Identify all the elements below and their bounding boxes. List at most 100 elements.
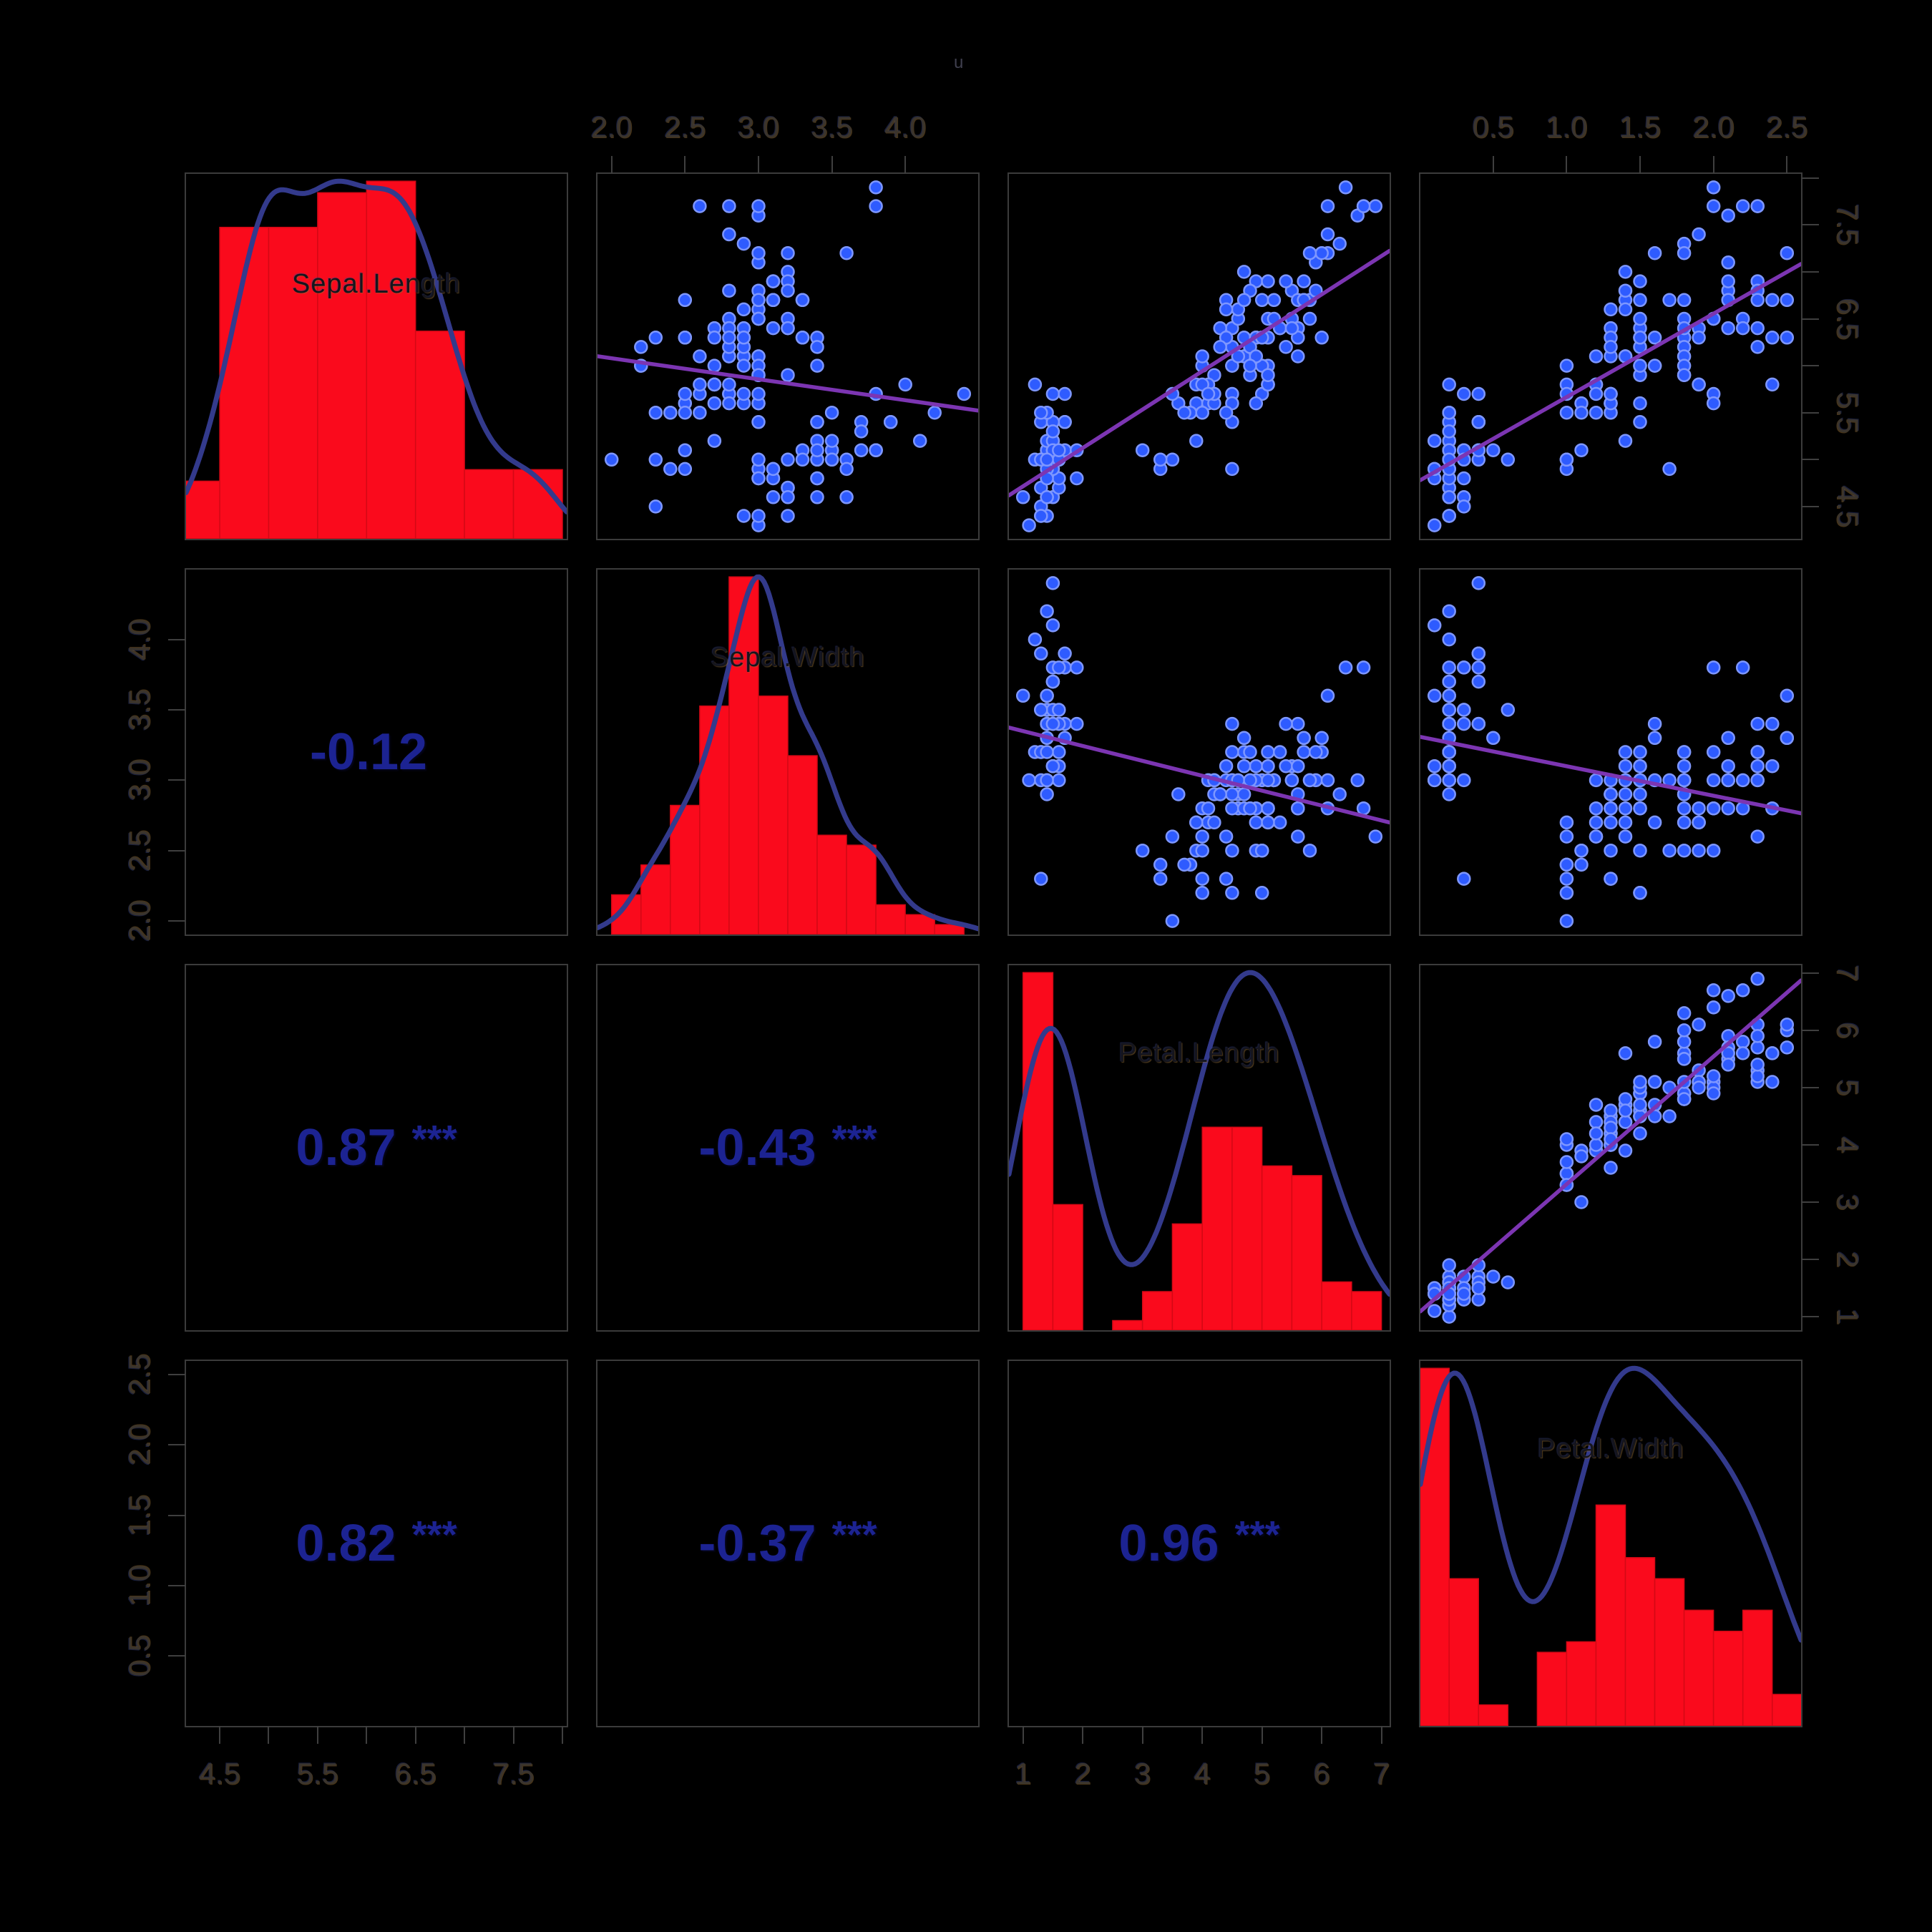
data-point [1765,1075,1780,1089]
axis-tick [1141,1726,1143,1744]
histogram-bar [414,331,465,539]
data-point [1195,829,1209,844]
data-point [1677,245,1692,260]
data-point [663,462,678,477]
data-point [722,331,736,345]
data-point [854,424,869,439]
data-point [1750,340,1765,354]
data-point [1442,1309,1456,1324]
data-point [1589,829,1604,844]
data-point [1589,386,1604,401]
histogram-bar [317,192,368,539]
histogram-bar [699,705,730,935]
data-point [1236,758,1252,774]
data-point [1040,490,1054,504]
data-point [1291,801,1305,816]
data-point [1058,386,1072,401]
data-point [1706,660,1721,675]
data-point [1706,180,1721,195]
axis-tick [464,1726,466,1744]
data-point [1314,245,1329,260]
data-point [1045,758,1060,774]
data-point [1225,843,1239,858]
panel-scatter-petal-length-vs-petal-width [1419,964,1802,1332]
data-point [751,311,766,326]
data-point [751,245,766,260]
data-point [1442,632,1456,647]
data-point [1765,377,1780,392]
data-point [1618,265,1633,279]
histogram-bar [846,844,877,935]
data-point [1291,829,1305,844]
axis-tick-label: 4 [1831,1136,1865,1153]
data-point [1735,1035,1750,1049]
data-point [1284,321,1299,336]
data-point [1309,745,1323,759]
data-point [1662,462,1677,477]
axis-tick [316,1726,318,1744]
data-point [766,293,781,308]
data-point [1604,1121,1618,1135]
histogram-bar [816,834,847,935]
data-point [1721,773,1735,788]
data-point [1314,731,1329,746]
data-point [1219,872,1234,886]
data-point [1261,773,1275,788]
axis-tick [168,920,186,922]
data-point [1457,499,1471,514]
axis-tick-label: 5.5 [1831,391,1865,434]
data-point [1633,787,1647,801]
data-point [1780,1040,1795,1055]
data-point [1574,857,1589,872]
data-point [1501,703,1516,717]
axis-tick [1201,1726,1204,1744]
data-point [1457,1287,1471,1301]
axis-tick [1566,156,1568,174]
data-point [1028,377,1043,392]
data-point [1225,716,1239,731]
data-point [810,358,824,373]
data-point [1706,983,1721,997]
data-point [1633,1075,1647,1089]
data-point [1677,1052,1692,1066]
data-point [1604,1103,1618,1118]
data-point [1052,773,1066,788]
data-point [1225,462,1239,477]
data-point [648,499,663,514]
data-point [1201,386,1216,401]
data-point [1225,886,1239,900]
data-point [1219,302,1234,317]
data-point [1559,1132,1574,1146]
data-point [795,331,810,345]
panel-correlation-petal-width-sepal-width: -0.37 *** [596,1360,980,1727]
data-point [1034,509,1048,523]
data-point [1750,199,1765,213]
data-point [1618,1103,1633,1118]
data-point [1332,787,1347,801]
data-point [766,274,781,288]
axis-tick [1801,270,1819,273]
axis-tick [268,1726,270,1744]
data-point [1750,773,1765,788]
data-point [1034,405,1048,420]
panel-correlation-sepal-width-sepal-length: -0.12 [185,568,568,936]
data-point [1213,787,1227,801]
histogram-bar [1772,1694,1801,1726]
data-point [1735,773,1750,788]
data-point [1058,415,1072,429]
data-point [810,490,824,504]
histogram-bar [1141,1291,1174,1330]
data-point [1153,872,1168,886]
data-point [1618,1046,1633,1060]
data-point [678,405,693,420]
data-point [824,405,839,420]
axis-tick [1786,156,1788,174]
data-point [751,509,766,523]
data-point [1302,245,1317,260]
data-point [1633,331,1647,345]
data-point [736,386,751,401]
variable-label-petal-length: Petal.Length [1118,1038,1280,1068]
regression-line [1420,735,1801,816]
density-curve [597,574,978,932]
data-point [1028,632,1043,647]
